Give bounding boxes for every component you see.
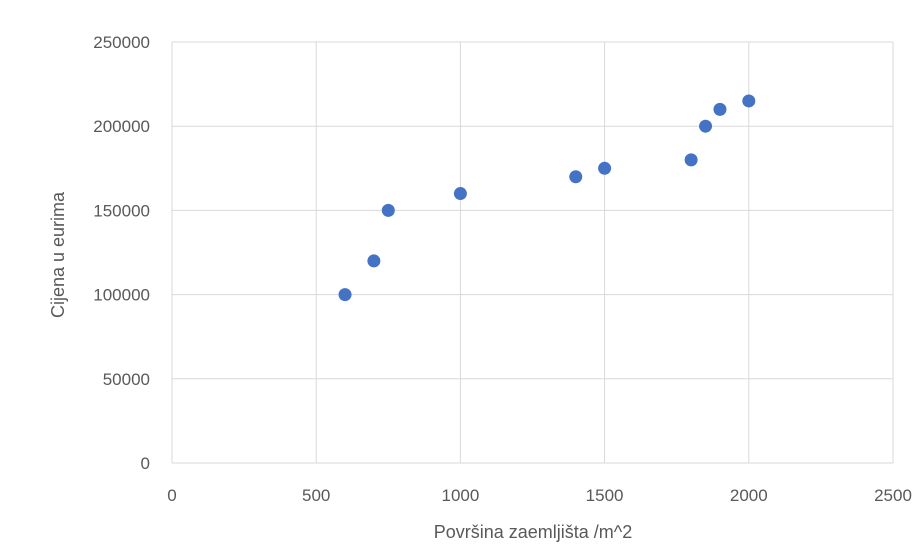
y-tick-label: 250000: [93, 33, 150, 52]
x-axis-tick-labels: 0 500 1000 1500 2000 2500: [167, 486, 912, 505]
data-point: [569, 170, 583, 184]
x-tick-label: 1000: [441, 486, 479, 505]
data-point: [684, 153, 698, 167]
data-point: [742, 94, 756, 108]
y-axis-tick-labels: 0 50000 100000 150000 200000 250000: [93, 33, 150, 473]
data-point: [338, 288, 352, 302]
horizontal-gridlines: [172, 41, 893, 464]
data-point: [453, 187, 467, 201]
y-axis-title: Cijena u eurima: [48, 191, 68, 318]
y-tick-label: 150000: [93, 201, 150, 220]
data-point: [381, 203, 395, 217]
data-point: [699, 119, 713, 133]
y-tick-label: 100000: [93, 286, 150, 305]
x-tick-label: 1500: [586, 486, 624, 505]
y-tick-label: 200000: [93, 117, 150, 136]
y-tick-label: 0: [141, 454, 150, 473]
data-point: [713, 102, 727, 116]
vertical-gridlines: [171, 42, 894, 463]
data-point: [367, 254, 381, 268]
x-tick-label: 2000: [730, 486, 768, 505]
y-tick-label: 50000: [103, 370, 150, 389]
data-points: [338, 94, 756, 302]
data-point: [598, 161, 612, 175]
x-axis-title: Površina zaemljišta /m^2: [434, 522, 633, 542]
x-tick-label: 0: [167, 486, 176, 505]
x-tick-label: 2500: [874, 486, 912, 505]
x-tick-label: 500: [302, 486, 330, 505]
